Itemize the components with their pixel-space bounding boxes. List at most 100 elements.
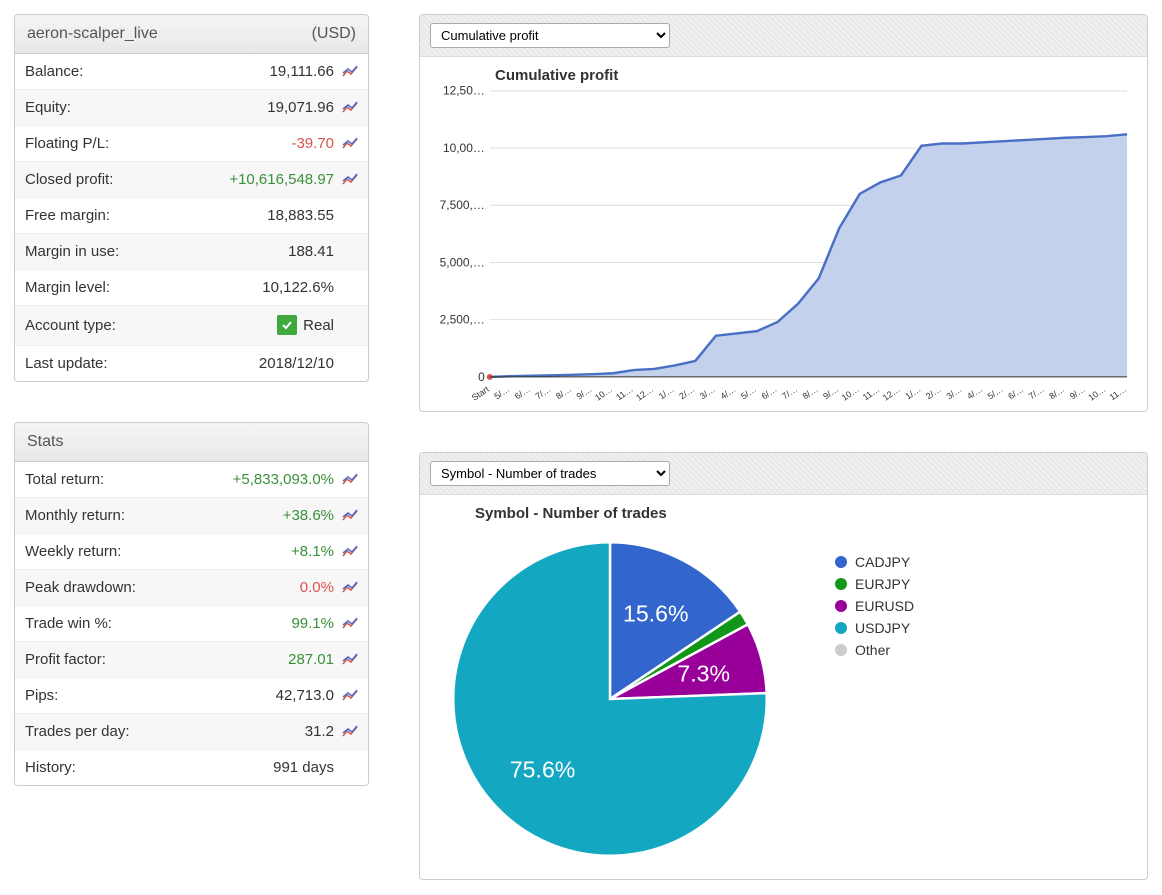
stat-value: +10,616,548.97: [229, 171, 334, 188]
pie-chart: 15.6%7.3%75.6%: [445, 534, 775, 864]
stat-label: Free margin:: [25, 207, 267, 224]
chart-icon[interactable]: [342, 725, 358, 739]
legend-item[interactable]: EURJPY: [835, 576, 914, 592]
stat-value: 188.41: [288, 243, 334, 260]
chart-icon[interactable]: [342, 581, 358, 595]
svg-text:5/…: 5/…: [739, 384, 758, 401]
svg-text:75.6%: 75.6%: [510, 756, 575, 782]
stat-value: +5,833,093.0%: [233, 471, 334, 488]
stat-value: 42,713.0: [276, 687, 334, 704]
legend-label: EURJPY: [855, 576, 910, 592]
stat-row: Peak drawdown:0.0%: [15, 570, 368, 606]
stat-label: Closed profit:: [25, 171, 229, 188]
stat-value: -39.70: [291, 135, 334, 152]
chart-icon[interactable]: [342, 473, 358, 487]
legend-label: CADJPY: [855, 554, 910, 570]
stat-value: 287.01: [288, 651, 334, 668]
stat-row: Floating P/L:-39.70: [15, 126, 368, 162]
svg-text:12…: 12…: [881, 384, 902, 403]
svg-text:7/…: 7/…: [533, 384, 552, 401]
legend-label: Other: [855, 642, 890, 658]
stat-row: Free margin:18,883.55: [15, 198, 368, 234]
svg-text:9/…: 9/…: [1068, 384, 1087, 401]
legend-item[interactable]: USDJPY: [835, 620, 914, 636]
stat-row: Trades per day:31.2: [15, 714, 368, 750]
legend-dot: [835, 644, 847, 656]
chart-icon[interactable]: [342, 509, 358, 523]
svg-text:4/…: 4/…: [965, 384, 984, 401]
legend-label: USDJPY: [855, 620, 910, 636]
stat-value: 18,883.55: [267, 207, 334, 224]
legend-dot: [835, 600, 847, 612]
svg-text:Start: Start: [470, 384, 492, 403]
chart-icon[interactable]: [342, 137, 358, 151]
stat-label: Monthly return:: [25, 507, 283, 524]
pie-title: Symbol - Number of trades: [475, 505, 1132, 522]
stat-value: 991 days: [273, 759, 334, 776]
chart-icon[interactable]: [342, 173, 358, 187]
stats-title: Stats: [27, 433, 63, 451]
legend-item[interactable]: EURUSD: [835, 598, 914, 614]
stat-label: Margin in use:: [25, 243, 288, 260]
chart-icon[interactable]: [342, 617, 358, 631]
stat-label: Margin level:: [25, 279, 262, 296]
pie-chart-header: Symbol - Number of trades: [420, 453, 1147, 495]
stat-label: Profit factor:: [25, 651, 288, 668]
svg-text:3/…: 3/…: [698, 384, 717, 401]
svg-text:12…: 12…: [634, 384, 655, 403]
stat-value: 19,111.66: [269, 63, 334, 80]
cumulative-select[interactable]: Cumulative profit: [430, 23, 670, 48]
chart-header: Cumulative profit: [420, 15, 1147, 57]
stat-label: Pips:: [25, 687, 276, 704]
svg-text:10…: 10…: [1086, 384, 1107, 403]
stat-row: Pips:42,713.0: [15, 678, 368, 714]
stat-label: Trade win %:: [25, 615, 291, 632]
chart-icon[interactable]: [342, 653, 358, 667]
pie-select[interactable]: Symbol - Number of trades: [430, 461, 670, 486]
svg-text:6/…: 6/…: [513, 384, 532, 401]
legend-item[interactable]: CADJPY: [835, 554, 914, 570]
stat-row: Balance:19,111.66: [15, 54, 368, 90]
stat-row: Account type:Real: [15, 306, 368, 346]
stat-value: 99.1%: [291, 615, 334, 632]
svg-text:3/…: 3/…: [944, 384, 963, 401]
svg-text:10…: 10…: [593, 384, 614, 403]
svg-text:9/…: 9/…: [821, 384, 840, 401]
stat-value: 2018/12/10: [259, 355, 334, 372]
stat-value: +38.6%: [283, 507, 334, 524]
svg-text:10,00…: 10,00…: [443, 142, 485, 155]
chart-icon[interactable]: [342, 545, 358, 559]
svg-text:0: 0: [478, 371, 485, 384]
svg-text:8/…: 8/…: [801, 384, 820, 401]
pie-legend: CADJPY EURJPY EURUSD USDJPY Other: [835, 554, 914, 664]
svg-text:5,000,…: 5,000,…: [440, 256, 485, 269]
stat-value: +8.1%: [291, 543, 334, 560]
stat-row: Closed profit:+10,616,548.97: [15, 162, 368, 198]
stat-label: Weekly return:: [25, 543, 291, 560]
stat-row: Trade win %:99.1%: [15, 606, 368, 642]
svg-text:2/…: 2/…: [677, 384, 696, 401]
svg-text:2,500,…: 2,500,…: [440, 314, 485, 327]
stat-row: Margin level:10,122.6%: [15, 270, 368, 306]
chart-icon[interactable]: [342, 65, 358, 79]
stat-label: Floating P/L:: [25, 135, 291, 152]
stat-value: 0.0%: [300, 579, 334, 596]
cumulative-chart-panel: Cumulative profit Cumulative profit 02,5…: [419, 14, 1148, 412]
svg-text:7.3%: 7.3%: [677, 661, 730, 687]
stat-label: Account type:: [25, 317, 277, 334]
chart-icon[interactable]: [342, 101, 358, 115]
chart-icon[interactable]: [342, 689, 358, 703]
check-icon: [277, 315, 297, 335]
account-currency: (USD): [312, 25, 356, 43]
pie-chart-panel: Symbol - Number of trades Symbol - Numbe…: [419, 452, 1148, 880]
svg-text:7,500,…: 7,500,…: [440, 199, 485, 212]
svg-text:2/…: 2/…: [924, 384, 943, 401]
stat-label: Peak drawdown:: [25, 579, 300, 596]
stat-row: Margin in use:188.41: [15, 234, 368, 270]
legend-item[interactable]: Other: [835, 642, 914, 658]
stat-label: Total return:: [25, 471, 233, 488]
legend-dot: [835, 578, 847, 590]
stat-label: Equity:: [25, 99, 267, 116]
stat-row: Equity:19,071.96: [15, 90, 368, 126]
stat-row: History:991 days: [15, 750, 368, 785]
